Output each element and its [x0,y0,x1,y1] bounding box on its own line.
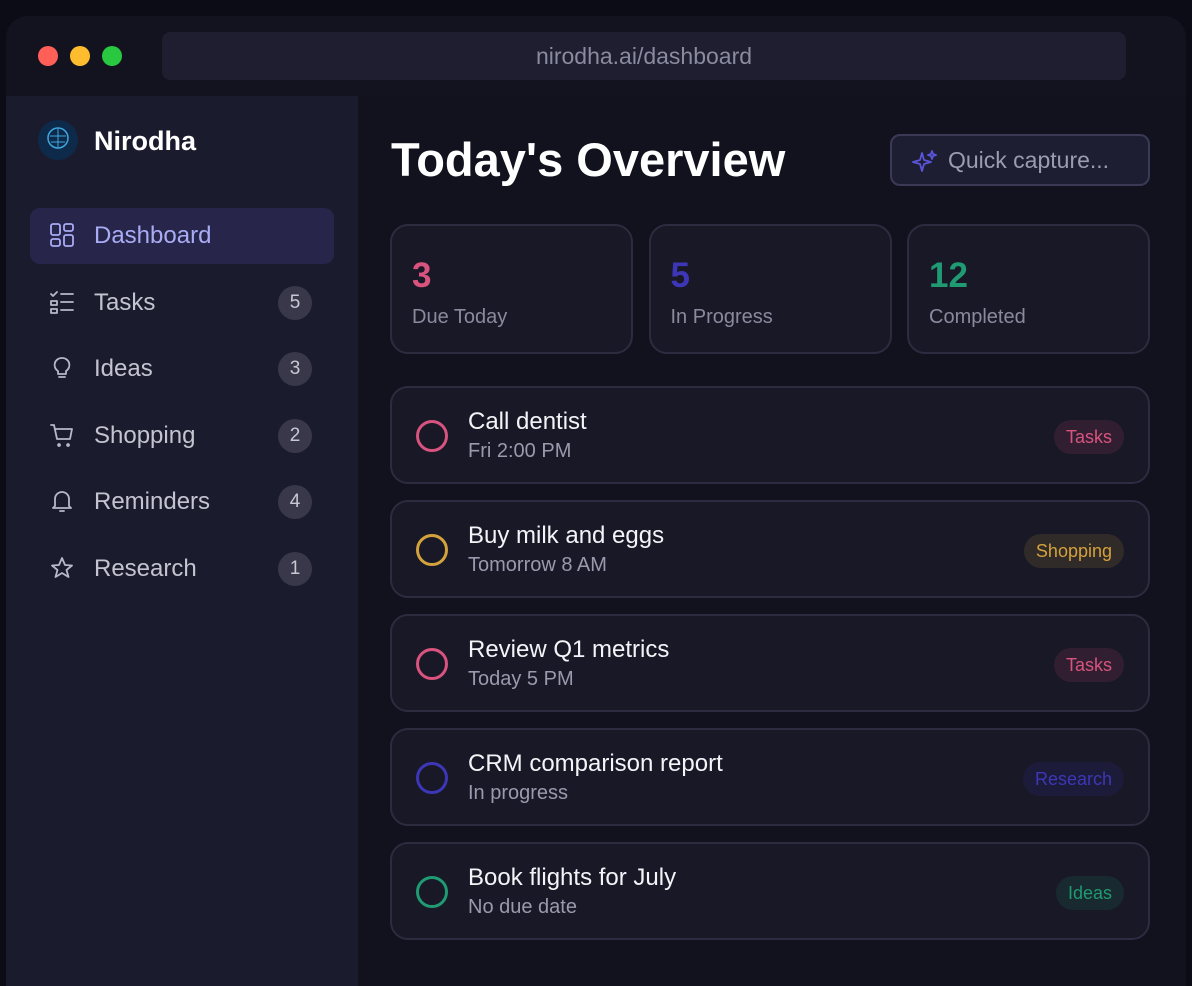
minimize-button[interactable] [70,46,90,66]
status-circle[interactable] [416,876,448,908]
nav-icon [50,223,74,247]
task-card[interactable]: Buy milk and eggs Tomorrow 8 AM Shopping [390,500,1150,598]
quick-capture-button[interactable]: Quick capture... [890,134,1150,186]
stat-card: 5 In Progress [648,224,892,354]
nav-label: Tasks [94,288,156,316]
task-title: CRM comparison report [468,750,723,777]
count-badge: 4 [278,485,312,520]
category-tag: Ideas [1055,876,1124,910]
nav-item[interactable]: Shopping 2 [30,408,334,464]
logo [38,120,78,160]
category-tag: Shopping [1023,534,1124,568]
stat-value: 5 [670,256,690,295]
nav-icon [50,423,73,447]
task-title: Review Q1 metrics [468,636,670,663]
maximize-button[interactable] [102,46,122,66]
category-tag: Research [1022,762,1124,796]
title-bar: nirodha.ai/dashboard [6,16,1186,96]
status-circle[interactable] [416,762,448,794]
url-bar[interactable]: nirodha.ai/dashboard [162,32,1126,80]
nav-item[interactable]: Dashboard [30,208,334,264]
task-subtitle: Tomorrow 8 AM [468,554,607,576]
nav-icon [51,557,73,578]
count-badge: 3 [278,352,312,387]
browser-window: nirodha.ai/dashboard Nirodha Dashboard Ta… [6,16,1186,986]
nav-label: Research [94,555,197,582]
stat-label: Completed [929,306,1026,328]
task-card[interactable]: CRM comparison report In progress Research [390,728,1150,826]
stat-label: Due Today [412,306,508,328]
stat-label: In Progress [670,306,773,328]
nav-item[interactable]: Research 1 [30,541,334,597]
status-circle[interactable] [416,420,448,452]
task-subtitle: In progress [468,782,569,804]
page-title: Today's Overview [391,133,786,186]
sidebar: Nirodha Dashboard Tasks 5 Ideas 3 Shopping 2 Re… [6,96,358,986]
task-card[interactable]: Call dentist Fri 2:00 PM Tasks [390,386,1150,484]
task-subtitle: Fri 2:00 PM [468,440,572,462]
nav-label: Shopping [94,421,196,449]
sparkle-icon [912,150,937,172]
nav-icon [53,357,71,379]
task-title: Buy milk and eggs [468,522,665,549]
stat-value: 3 [412,256,432,295]
nav-label: Reminders [94,488,211,516]
task-card[interactable]: Review Q1 metrics Today 5 PM Tasks [390,614,1150,712]
nav-item[interactable]: Ideas 3 [30,341,334,397]
nav-item[interactable]: Reminders 4 [30,474,334,530]
stat-card: 12 Completed [907,224,1150,354]
nav-item[interactable]: Tasks 5 [30,275,334,331]
status-circle[interactable] [416,648,448,680]
nav-icon [50,290,74,314]
task-card[interactable]: Book flights for July No due date Ideas [390,842,1150,940]
status-circle[interactable] [416,534,448,566]
category-tag: Tasks [1053,648,1124,682]
nav-label: Dashboard [94,222,212,249]
nav-label: Ideas [94,355,153,383]
count-badge: 2 [278,418,312,453]
stat-card: 3 Due Today [390,224,633,354]
task-title: Call dentist [468,408,587,435]
stat-value: 12 [929,256,968,295]
count-badge: 5 [278,285,312,320]
category-tag: Tasks [1053,420,1124,454]
task-subtitle: No due date [468,896,577,918]
close-button[interactable] [38,46,58,66]
task-subtitle: Today 5 PM [468,668,574,690]
count-badge: 1 [278,552,312,586]
task-title: Book flights for July [468,864,677,891]
brand-name: Nirodha [94,126,197,156]
nav-icon [52,491,72,513]
quick-capture-label: Quick capture... [948,147,1110,173]
